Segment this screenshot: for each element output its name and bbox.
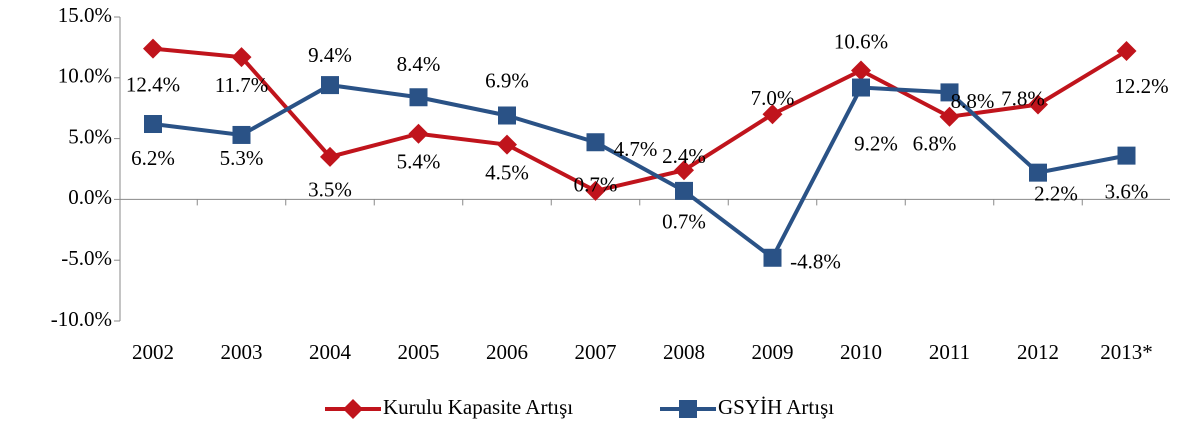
- point-marker: [851, 60, 871, 81]
- data-label: 6.8%: [913, 132, 957, 156]
- x-tick-label: 2007: [575, 340, 617, 364]
- x-tick-label: 2005: [398, 340, 440, 364]
- point-marker: [143, 38, 163, 59]
- y-tick-label: -10.0%: [51, 307, 112, 331]
- series-line: [152, 83, 1127, 261]
- point-marker: [586, 133, 605, 152]
- x-tick-label: 2006: [486, 340, 528, 364]
- x-tick-label: 2004: [309, 340, 352, 364]
- data-label: 11.7%: [215, 73, 268, 97]
- data-label: 5.4%: [397, 150, 441, 174]
- legend-label: GSYİH Artışı: [718, 395, 834, 419]
- y-tick-label: 5.0%: [68, 124, 112, 148]
- data-label: 10.6%: [834, 29, 888, 53]
- legend-marker: [679, 400, 697, 418]
- data-label: 8.8%: [951, 89, 995, 113]
- point-marker: [497, 134, 517, 155]
- data-label: 8.4%: [397, 52, 441, 76]
- point-marker: [1117, 146, 1136, 165]
- data-label: 2.4%: [662, 144, 706, 168]
- x-tick-label: 2010: [840, 340, 882, 364]
- point-marker: [320, 146, 340, 167]
- point-marker: [674, 160, 694, 181]
- point-marker: [231, 47, 252, 68]
- y-tick-label: 0.0%: [68, 185, 112, 209]
- point-marker: [409, 88, 428, 107]
- point-marker: [675, 181, 693, 200]
- data-label: 7.0%: [751, 86, 795, 110]
- data-label: 6.9%: [485, 68, 529, 92]
- data-label: 3.6%: [1105, 179, 1149, 203]
- x-tick-label: 2002: [132, 340, 174, 364]
- x-tick-label: 2011: [929, 340, 970, 364]
- data-label: 12.2%: [1114, 74, 1168, 98]
- data-label: 7.8%: [1001, 86, 1045, 110]
- data-label: 0.7%: [574, 173, 618, 197]
- y-tick-label: 10.0%: [58, 64, 112, 88]
- data-label: 6.2%: [131, 146, 175, 170]
- legend-marker: [343, 399, 363, 419]
- point-marker: [498, 106, 516, 125]
- data-label: 2.2%: [1034, 181, 1078, 205]
- data-label: -4.8%: [790, 250, 841, 274]
- point-marker: [1029, 163, 1047, 182]
- point-marker: [1116, 41, 1137, 62]
- x-tick-label: 2009: [752, 340, 794, 364]
- point-marker: [940, 83, 959, 102]
- point-marker: [408, 123, 429, 144]
- data-label: 5.3%: [220, 146, 264, 170]
- x-tick-label: 2003: [221, 340, 263, 364]
- data-label: 9.4%: [308, 43, 352, 67]
- data-label: 0.7%: [662, 210, 706, 234]
- point-marker: [232, 125, 251, 144]
- x-tick-label: 2013*: [1100, 340, 1153, 364]
- data-label: 4.5%: [485, 160, 529, 184]
- data-label: 4.7%: [614, 137, 658, 161]
- data-label: 3.5%: [308, 178, 352, 202]
- y-tick-label: -5.0%: [61, 246, 112, 270]
- y-tick-label: 15.0%: [58, 3, 112, 27]
- x-tick-label: 2012: [1017, 340, 1059, 364]
- series-line: [152, 46, 1128, 194]
- point-marker: [939, 106, 960, 127]
- x-tick-label: 2008: [663, 340, 705, 364]
- data-label: 9.2%: [854, 131, 898, 155]
- legend-label: Kurulu Kapasite Artışı: [383, 395, 573, 419]
- point-marker: [585, 180, 606, 201]
- point-marker: [763, 248, 782, 267]
- point-marker: [321, 76, 339, 95]
- point-marker: [144, 115, 162, 134]
- point-marker: [1028, 94, 1048, 115]
- point-marker: [762, 104, 783, 125]
- data-label: 12.4%: [126, 72, 180, 96]
- point-marker: [852, 78, 870, 97]
